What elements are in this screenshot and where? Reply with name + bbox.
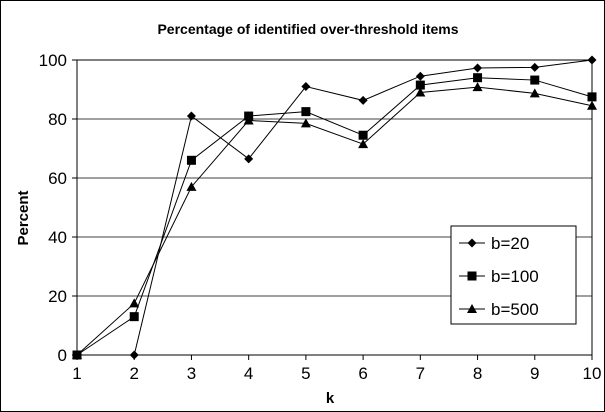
legend: b=20 b=100 b=500: [450, 225, 577, 325]
data-point-b-500: [300, 118, 311, 128]
data-point-b-20: [530, 62, 540, 72]
x-tick-label: 7: [416, 364, 425, 383]
x-tick-label: 5: [301, 364, 310, 383]
data-point-b-500: [529, 88, 540, 98]
y-tick-label: 60: [48, 169, 67, 188]
series-line-b-20: [77, 59, 593, 356]
y-tick-label: 0: [58, 346, 67, 365]
legend-label-b-500: b=500: [491, 300, 539, 319]
data-point-b-100: [358, 130, 368, 140]
data-point-b-500: [129, 298, 140, 308]
series-line-b-500: [76, 86, 593, 356]
y-axis-title: Percent: [15, 190, 32, 245]
data-point-b-20: [587, 55, 597, 65]
y-tick-label: 100: [39, 51, 67, 70]
data-point-b-100: [473, 73, 483, 83]
x-axis-title: k: [326, 390, 335, 407]
legend-label-b-20: b=20: [491, 234, 529, 253]
data-point-b-100: [301, 107, 311, 117]
data-point-b-20: [358, 95, 368, 105]
x-tick-label: 4: [244, 364, 253, 383]
data-point-b-20: [301, 82, 311, 92]
x-tick-label: 10: [583, 364, 602, 383]
legend-marker-b-20: [467, 238, 477, 248]
data-point-b-500: [186, 181, 197, 191]
x-tick-label: 6: [358, 364, 367, 383]
x-tick-label: 9: [530, 364, 539, 383]
x-tick-label: 8: [473, 364, 482, 383]
plot-area: 0 20 40 60 80 100 1 2 3 4 5 6 7 8 9 10: [39, 51, 602, 383]
data-point-b-20: [415, 71, 425, 81]
data-point-b-500: [72, 350, 82, 359]
x-tick-label: 3: [187, 364, 196, 383]
y-tick-label: 40: [48, 228, 67, 247]
y-tick-label: 80: [48, 110, 67, 129]
data-point-b-500: [472, 82, 483, 92]
chart-title: Percentage of identified over-threshold …: [157, 21, 458, 37]
data-point-b-100: [530, 75, 540, 85]
data-point-b-100: [186, 155, 196, 165]
data-point-b-100: [587, 92, 597, 102]
data-point-b-20: [244, 154, 254, 164]
y-tick-label: 20: [48, 287, 67, 306]
data-point-b-500: [415, 87, 426, 97]
legend-marker-b-500: [467, 304, 477, 313]
data-point-b-100: [129, 312, 139, 322]
data-point-b-20: [473, 63, 483, 73]
data-point-b-20: [186, 111, 196, 121]
data-point-b-100: [415, 80, 425, 90]
series-line-b-100: [76, 77, 593, 356]
data-point-b-500: [243, 115, 254, 125]
data-point-b-20: [129, 350, 139, 360]
legend-label-b-100: b=100: [491, 267, 539, 286]
x-tick-label: 2: [129, 364, 138, 383]
data-point-b-500: [358, 139, 369, 149]
x-tick-label: 1: [72, 364, 81, 383]
legend-marker-b-100: [467, 271, 477, 281]
data-point-b-500: [587, 100, 597, 110]
